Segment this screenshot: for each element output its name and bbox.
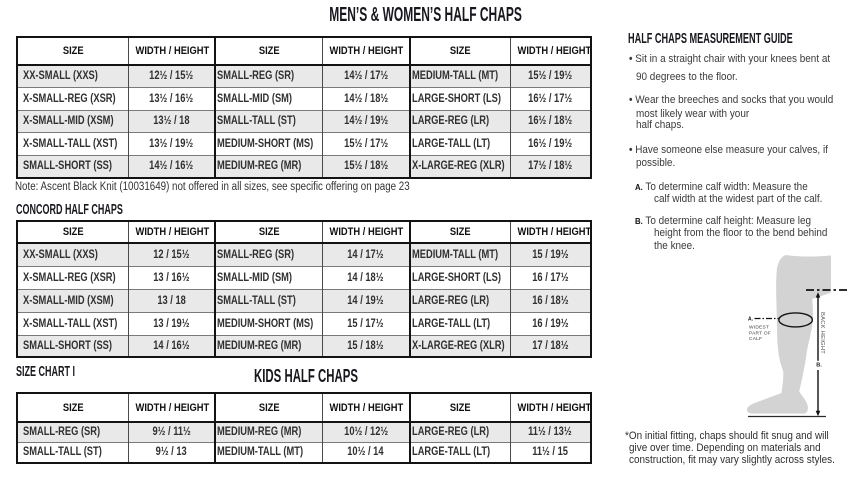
svg-text:B.: B.: [816, 363, 822, 369]
svg-text:A.: A.: [748, 316, 754, 322]
svg-text:CALF: CALF: [749, 336, 762, 342]
svg-text:WIDEST: WIDEST: [749, 325, 769, 331]
svg-text:BACK HEIGHT: BACK HEIGHT: [819, 312, 825, 354]
svg-text:PART OF: PART OF: [749, 330, 771, 336]
